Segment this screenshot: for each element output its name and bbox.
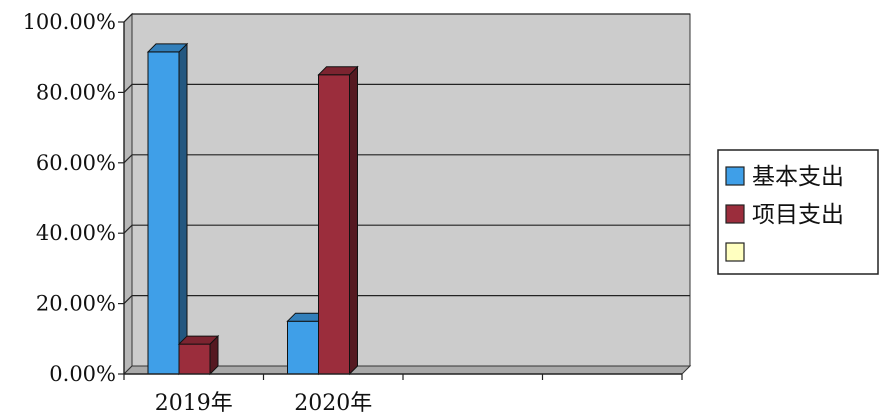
bar-side xyxy=(178,42,188,376)
bar-front xyxy=(178,343,211,375)
bar xyxy=(177,334,220,376)
legend-label: 基本支出 xyxy=(752,164,844,190)
y-tick-label: 0.00% xyxy=(49,362,116,386)
legend-swatch xyxy=(725,204,745,224)
y-tick-label: 40.00% xyxy=(36,221,116,245)
x-tick-labels: 2019年 2020年 xyxy=(155,391,373,416)
axes xyxy=(118,21,683,380)
bar-front xyxy=(318,74,350,375)
bar-front xyxy=(287,320,319,375)
legend-box xyxy=(717,149,879,275)
bar xyxy=(146,42,189,376)
plot-area xyxy=(122,12,692,376)
bar-side xyxy=(349,65,358,376)
gridlines xyxy=(123,13,690,305)
bars xyxy=(146,42,359,376)
legend-label: 项目支出 xyxy=(752,202,844,228)
gridline xyxy=(123,83,690,93)
legend-swatch xyxy=(725,166,745,186)
y-tick-label: 100.00% xyxy=(23,10,116,34)
bar-top xyxy=(317,66,359,76)
bar-top xyxy=(146,43,189,53)
bar xyxy=(317,65,359,376)
gridline xyxy=(123,154,690,164)
y-tick-label: 60.00% xyxy=(36,151,116,175)
x-tick-label: 2020年 xyxy=(294,391,372,416)
gridline xyxy=(123,224,690,234)
y-tick-label: 20.00% xyxy=(36,292,116,316)
gridline xyxy=(123,13,690,23)
y-tick-labels: 0.00% 20.00% 40.00% 60.00% 80.00% 100.00% xyxy=(23,10,116,386)
bar-top xyxy=(177,335,220,345)
plot-side-wall xyxy=(123,12,133,376)
legend-swatch xyxy=(725,242,745,262)
plot-back-wall xyxy=(131,13,691,367)
bar-front xyxy=(147,51,180,375)
x-tick-label: 2019年 xyxy=(155,391,233,416)
y-tick-label: 80.00% xyxy=(36,80,116,104)
gridline xyxy=(123,295,690,305)
